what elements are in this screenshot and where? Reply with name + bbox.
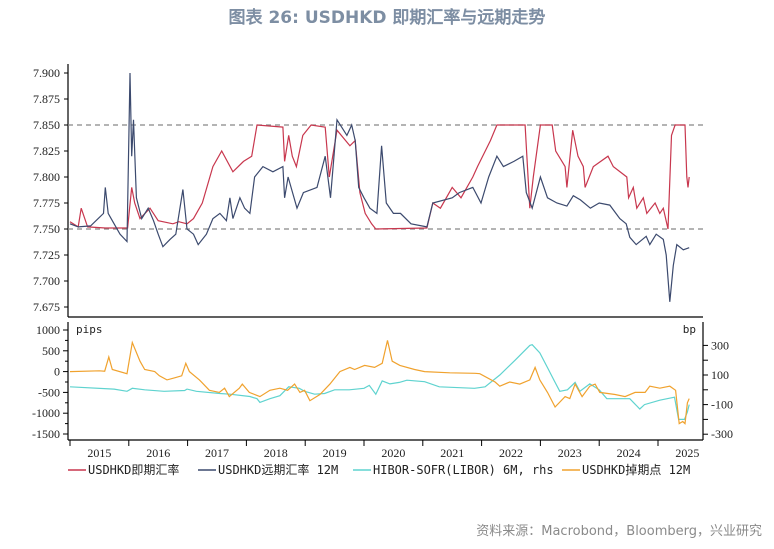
- y-tick-label: 7.725: [33, 248, 60, 262]
- right-tick-label: -100: [711, 398, 733, 412]
- chart-title: 图表 26: USDHKD 即期汇率与远期走势: [229, 7, 546, 28]
- y-tick-label: 7.875: [33, 92, 60, 106]
- x-tick-label: 2016: [146, 446, 170, 460]
- legend: USDHKD即期汇率 USDHKD远期汇率 12M HIBOR-SOFR(LIBOR…: [68, 462, 690, 477]
- left-axis-unit: pips: [76, 323, 103, 336]
- source-note: 资料来源：Macrobond，Bloomberg，兴业研究: [476, 524, 762, 539]
- y-tick-label: 7.850: [33, 118, 60, 132]
- x-tick-label: 2020: [381, 446, 405, 460]
- right-axis-unit: bp: [683, 323, 696, 336]
- bottom-panel: pips bp 1000 500 0 -500 -1000 -1500 300 100 -100…: [32, 322, 733, 460]
- right-tick-label: 300: [711, 338, 729, 352]
- legend-label: USDHKD即期汇率: [88, 462, 179, 477]
- left-tick-label: 500: [42, 344, 60, 358]
- y-tick-label: 7.775: [33, 196, 60, 210]
- y-tick-label: 7.750: [33, 222, 60, 236]
- left-tick-label: -500: [38, 385, 60, 399]
- series-line-forward: [69, 72, 690, 302]
- left-tick-label: -1500: [32, 427, 60, 441]
- x-tick-label: 2017: [205, 446, 229, 460]
- x-tick-label: 2022: [499, 446, 523, 460]
- x-tick-label: 2018: [264, 446, 288, 460]
- left-tick-label: -1000: [32, 406, 60, 420]
- y-tick-label: 7.900: [33, 66, 60, 80]
- y-tick-label: 7.700: [33, 274, 60, 288]
- left-tick-label: 1000: [36, 323, 60, 337]
- legend-label: USDHKD远期汇率 12M: [218, 462, 338, 477]
- x-tick-label: 2015: [87, 446, 111, 460]
- top-panel: 7.900 7.875 7.850 7.825 7.800 7.775 7.750 7.725…: [33, 64, 703, 318]
- x-tick-label: 2019: [323, 446, 347, 460]
- x-tick-label: 2024: [617, 446, 641, 460]
- legend-label: HIBOR-SOFR(LIBOR) 6M, rhs: [373, 463, 554, 477]
- right-tick-label: -300: [711, 427, 733, 441]
- x-tick-label: 2023: [558, 446, 582, 460]
- series-line-swap-points: [69, 340, 690, 425]
- left-tick-label: 0: [54, 365, 60, 379]
- right-tick-label: 100: [711, 368, 729, 382]
- legend-label: USDHKD掉期点 12M: [582, 463, 690, 477]
- y-tick-label: 7.825: [33, 144, 60, 158]
- series-line-hibor-sofr: [69, 344, 690, 420]
- y-tick-label: 7.800: [33, 170, 60, 184]
- y-tick-label: 7.675: [33, 300, 60, 314]
- x-tick-label: 2021: [440, 446, 464, 460]
- x-tick-label: 2025: [675, 446, 699, 460]
